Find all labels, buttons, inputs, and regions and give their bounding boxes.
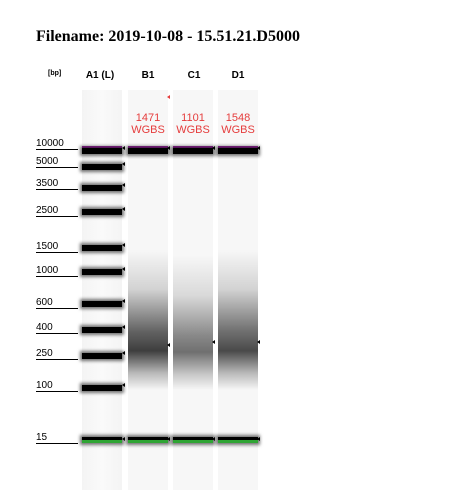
lower-marker-band — [173, 440, 213, 443]
ladder-band — [82, 353, 122, 359]
ladder-tick — [122, 325, 125, 329]
upper-marker-shadow — [128, 148, 168, 154]
ladder-label-1500: 1500 — [36, 241, 78, 253]
lower-marker-band — [82, 440, 122, 443]
filename-title: Filename: 2019-10-08 - 15.51.21.D5000 — [36, 28, 300, 45]
lane-c1 — [173, 90, 213, 490]
marker-tick — [167, 146, 170, 150]
peak-size-d1: 1548 — [225, 112, 251, 124]
upper-marker-band — [128, 146, 168, 149]
ladder-label-10000: 10000 — [36, 138, 78, 150]
peak-tick — [257, 340, 260, 344]
lane-a1 — [82, 90, 122, 490]
sample-smear — [128, 250, 168, 390]
peak-label-d1: WGBS — [221, 124, 255, 136]
ladder-tick — [122, 243, 125, 247]
lane-header-c1: C1 — [187, 70, 201, 81]
ladder-tick — [122, 162, 125, 166]
marker-tick — [212, 146, 215, 150]
ladder-tick — [122, 146, 125, 150]
ladder-label-2500: 2500 — [36, 205, 78, 217]
lane-header-b1: B1 — [141, 70, 155, 81]
ladder-label-400: 400 — [36, 322, 78, 334]
peak-annotation-b1: 1471 WGBS — [126, 112, 170, 136]
peak-label-b1: WGBS — [131, 124, 165, 136]
peak-size-c1: 1101 — [181, 112, 205, 124]
ladder-band — [82, 327, 122, 333]
upper-marker-band — [173, 146, 213, 149]
ladder-tick — [122, 267, 125, 271]
marker-tick — [257, 146, 260, 150]
upper-marker-shadow — [218, 148, 258, 154]
ladder-band — [82, 148, 122, 154]
ladder-label-15: 15 — [36, 432, 78, 444]
ladder-tick — [122, 383, 125, 387]
ladder-label-250: 250 — [36, 348, 78, 360]
ladder-label-100: 100 — [36, 380, 78, 392]
peak-annotation-c1: 1101 WGBS — [171, 112, 215, 136]
upper-marker-band — [218, 146, 258, 149]
ladder-band — [82, 245, 122, 251]
sample-smear — [218, 250, 258, 390]
ladder-tick — [122, 183, 125, 187]
ladder-band — [82, 185, 122, 191]
peak-annotation-d1: 1548 WGBS — [216, 112, 260, 136]
lane-header-d1: D1 — [231, 70, 245, 81]
ladder-band — [82, 269, 122, 275]
unit-label: [bp] — [48, 70, 62, 77]
lower-marker-band — [128, 440, 168, 443]
ladder-tick — [122, 351, 125, 355]
lane-b1 — [128, 90, 168, 490]
ladder-band — [82, 385, 122, 391]
lane-header-a1: A1 (L) — [85, 70, 115, 81]
marker-tick — [257, 437, 260, 441]
lower-marker-band — [218, 440, 258, 443]
peak-tick — [212, 340, 215, 344]
ladder-band — [82, 301, 122, 307]
marker-tick — [167, 437, 170, 441]
ladder-label-1000: 1000 — [36, 265, 78, 277]
peak-size-b1: 1471 — [135, 112, 161, 124]
ladder-tick — [122, 207, 125, 211]
upper-marker-shadow — [173, 148, 213, 154]
ladder-tick — [122, 437, 125, 441]
lane-d1 — [218, 90, 258, 490]
ladder-tick — [122, 299, 125, 303]
ladder-band — [82, 209, 122, 215]
ladder-label-600: 600 — [36, 297, 78, 309]
red-marker-tick — [167, 95, 170, 99]
ladder-label-5000: 5000 — [36, 156, 78, 168]
ladder-label-3500: 3500 — [36, 178, 78, 190]
upper-marker-band — [82, 146, 122, 149]
ladder-band — [82, 164, 122, 170]
peak-tick — [167, 343, 170, 347]
marker-tick — [212, 437, 215, 441]
peak-label-c1: WGBS — [176, 124, 210, 136]
sample-smear — [173, 255, 213, 390]
